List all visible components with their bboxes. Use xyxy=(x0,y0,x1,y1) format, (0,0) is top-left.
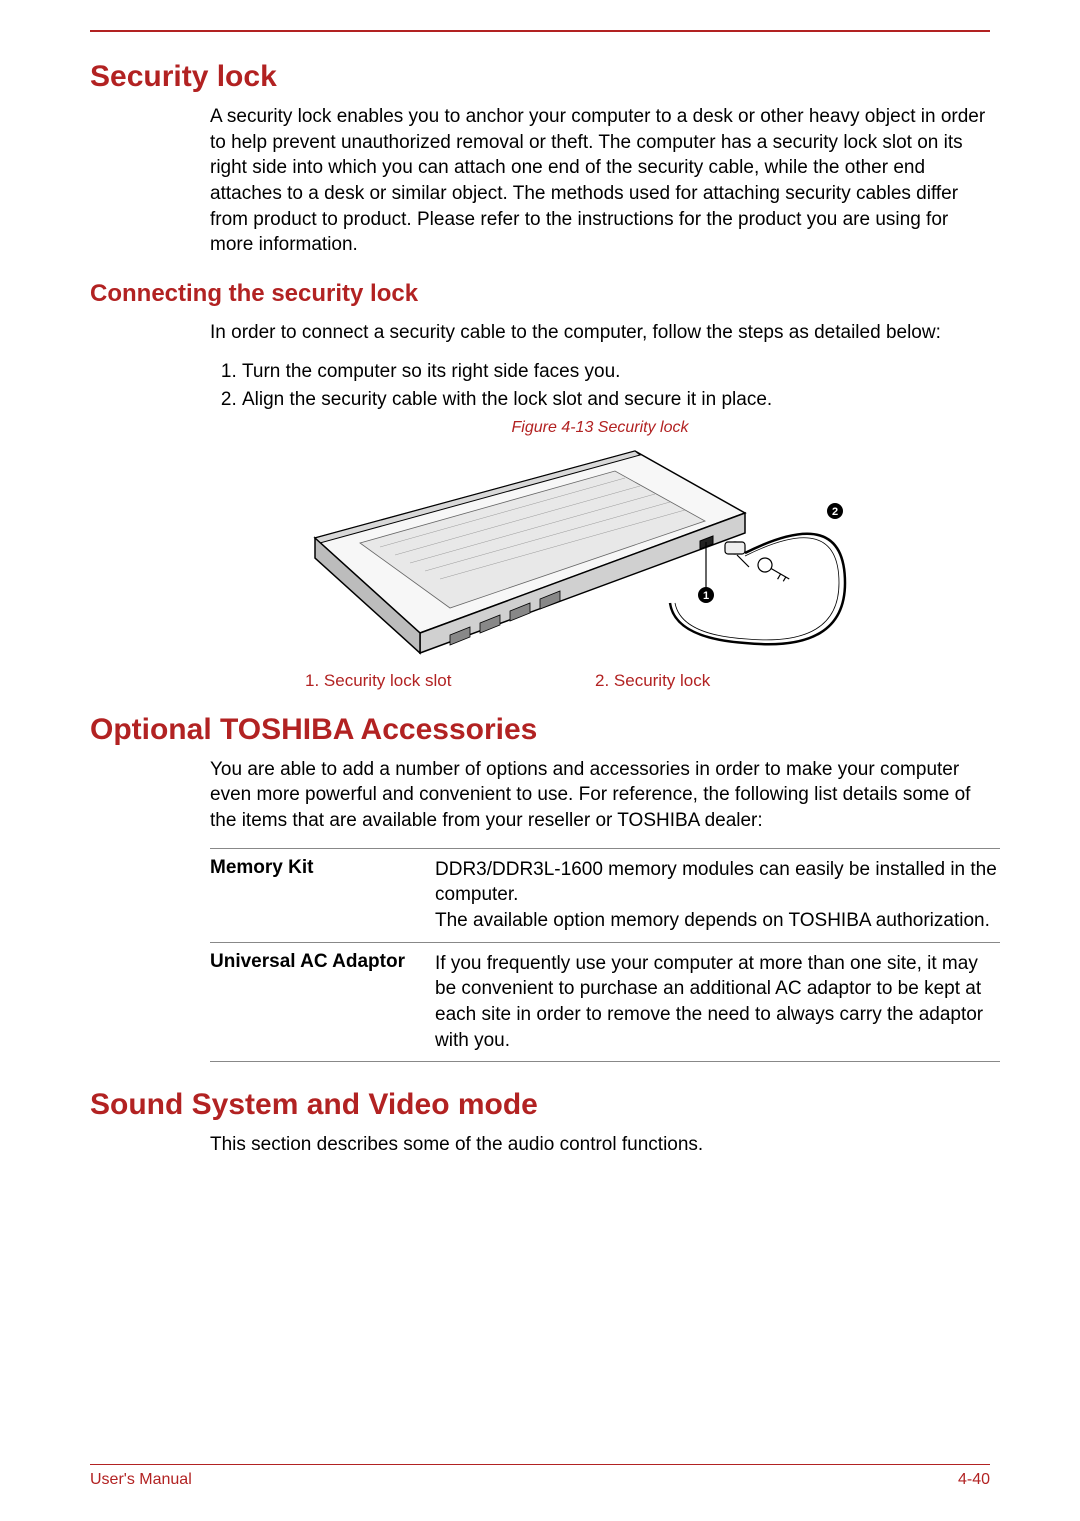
callout-1-label: 1 xyxy=(703,590,709,602)
accessories-intro: You are able to add a number of options … xyxy=(210,757,990,834)
accessory-desc: DDR3/DDR3L-1600 memory modules can easil… xyxy=(435,857,1000,934)
accessory-desc: If you frequently use your computer at m… xyxy=(435,951,1000,1054)
step-2: Align the security cable with the lock s… xyxy=(242,387,990,413)
accessory-name: Memory Kit xyxy=(210,857,435,934)
figure-legend: 1. Security lock slot 2. Security lock xyxy=(305,671,885,691)
legend-1: 1. Security lock slot xyxy=(305,671,595,691)
sound-intro: This section describes some of the audio… xyxy=(210,1132,990,1158)
figure-security-lock: 1 2 xyxy=(305,443,865,661)
heading-sound: Sound System and Video mode xyxy=(90,1088,990,1122)
table-row: Memory Kit DDR3/DDR3L-1600 memory module… xyxy=(210,849,1000,943)
connecting-intro: In order to connect a security cable to … xyxy=(210,320,990,346)
legend-2: 2. Security lock xyxy=(595,671,885,691)
table-row: Universal AC Adaptor If you frequently u… xyxy=(210,943,1000,1063)
step-1: Turn the computer so its right side face… xyxy=(242,359,990,385)
top-rule xyxy=(90,30,990,32)
heading-accessories: Optional TOSHIBA Accessories xyxy=(90,713,990,747)
heading-connecting: Connecting the security lock xyxy=(90,280,990,308)
accessory-name: Universal AC Adaptor xyxy=(210,951,435,1054)
connecting-steps: Turn the computer so its right side face… xyxy=(210,359,990,412)
accessories-table: Memory Kit DDR3/DDR3L-1600 memory module… xyxy=(210,848,1000,1062)
footer-right: 4-40 xyxy=(958,1471,990,1489)
footer-left: User's Manual xyxy=(90,1471,192,1489)
figure-caption: Figure 4-13 Security lock xyxy=(210,419,990,437)
security-lock-intro: A security lock enables you to anchor yo… xyxy=(210,104,990,258)
heading-security-lock: Security lock xyxy=(90,60,990,94)
page-footer: User's Manual 4-40 xyxy=(90,1464,990,1489)
callout-2-label: 2 xyxy=(832,506,838,518)
